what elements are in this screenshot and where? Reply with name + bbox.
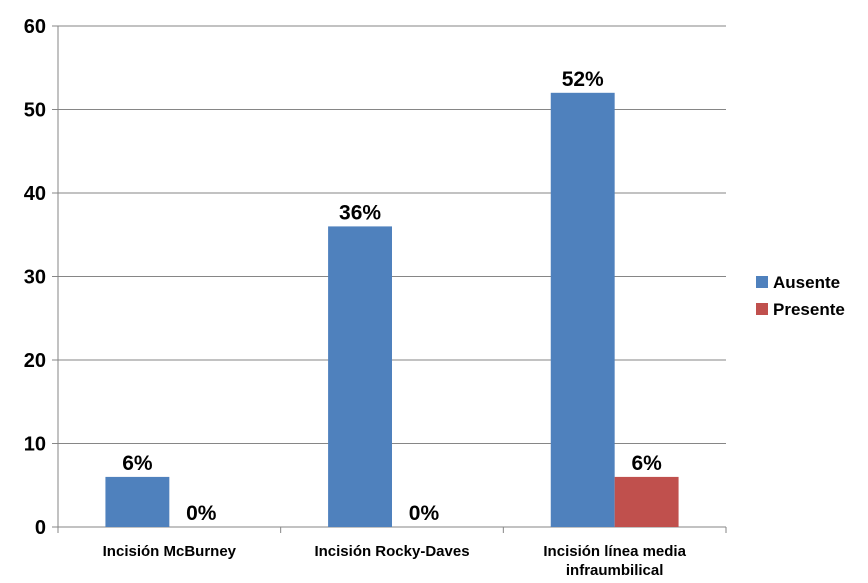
bar-ausente-2 bbox=[550, 92, 615, 528]
bars bbox=[105, 92, 679, 528]
legend-label-presente: Presente bbox=[773, 300, 845, 319]
y-tick-label: 60 bbox=[24, 16, 46, 38]
legend: Ausente Presente bbox=[756, 273, 845, 319]
data-label: 6% bbox=[122, 452, 153, 475]
y-tick-label: 10 bbox=[24, 434, 46, 456]
x-category-label: infraumbilical bbox=[566, 562, 664, 579]
y-tick-label: 0 bbox=[35, 517, 46, 539]
x-category-label: Incisión línea media bbox=[543, 543, 686, 560]
data-label: 6% bbox=[631, 452, 662, 475]
y-tick-label: 50 bbox=[24, 100, 46, 122]
x-axis-labels: Incisión McBurney Incisión Rocky-Daves Inc… bbox=[103, 543, 687, 579]
legend-label-ausente: Ausente bbox=[773, 273, 840, 292]
data-labels: 6% 36% 52% 0% 0% 6% bbox=[122, 68, 662, 525]
x-category-label: Incisión Rocky-Daves bbox=[314, 543, 469, 560]
data-label: 0% bbox=[409, 502, 440, 525]
y-tick-label: 30 bbox=[24, 267, 46, 289]
data-label: 36% bbox=[339, 201, 381, 224]
data-label: 52% bbox=[562, 68, 604, 91]
x-category-label: Incisión McBurney bbox=[103, 543, 237, 560]
bar-ausente-0 bbox=[105, 476, 170, 527]
y-tick-label: 40 bbox=[24, 183, 46, 205]
data-label: 0% bbox=[186, 502, 217, 525]
bar-presente-2 bbox=[614, 476, 679, 527]
y-tick-label: 20 bbox=[24, 350, 46, 372]
legend-swatch-presente bbox=[756, 303, 768, 315]
y-axis-ticks: 0 10 20 30 40 50 60 bbox=[24, 16, 46, 539]
bar-ausente-1 bbox=[328, 226, 392, 527]
legend-swatch-ausente bbox=[756, 276, 768, 288]
